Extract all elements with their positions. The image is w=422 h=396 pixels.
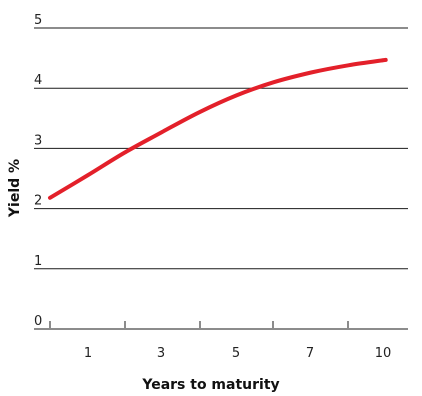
y-tick-labels: 0 1 2 3 4 5	[34, 13, 42, 329]
y-tick-label: 0	[34, 314, 42, 329]
x-tick-label: 1	[84, 346, 92, 361]
x-axis: 1 3 5 7 10	[49, 321, 392, 361]
x-tick-label: 7	[306, 346, 314, 361]
x-tick-label: 5	[232, 346, 240, 361]
y-tick-label: 5	[34, 13, 42, 28]
y-tick-label: 4	[34, 73, 42, 88]
x-tick-label: 3	[157, 346, 165, 361]
y-tick-label: 1	[34, 254, 42, 269]
x-axis-title: Years to maturity	[141, 377, 279, 393]
y-axis-title: Yield %	[7, 159, 23, 218]
y-tick-label: 2	[34, 194, 42, 209]
yield-curve-line	[48, 57, 388, 200]
y-tick-label: 3	[34, 133, 42, 148]
x-tick-label: 10	[375, 346, 392, 361]
series-layer	[48, 57, 388, 200]
grid-lines	[34, 27, 408, 330]
